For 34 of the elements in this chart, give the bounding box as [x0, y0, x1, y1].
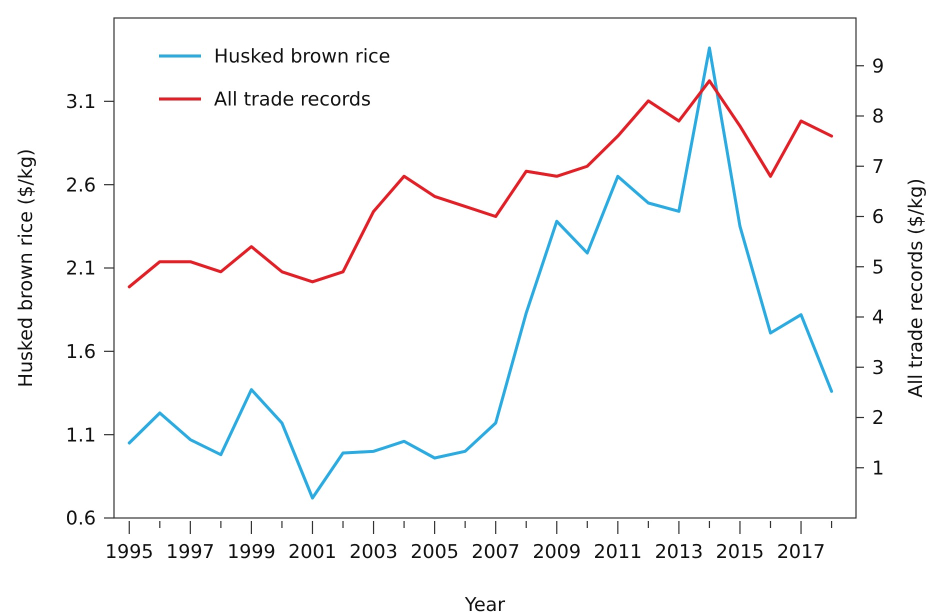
x-tick-label: 2011: [594, 541, 642, 563]
x-tick-label: 2017: [776, 541, 826, 563]
y2-tick-label: 3: [872, 356, 884, 379]
y-tick-label: 3.1: [66, 90, 96, 113]
x-tick-label: 2001: [288, 541, 337, 563]
y-tick-label: 0.6: [66, 508, 96, 530]
y2-axis-title: All trade records ($/kg): [905, 178, 927, 398]
line-series: [128, 46, 834, 500]
x-tick-label: 2003: [349, 541, 398, 563]
x-tick-label: 2005: [410, 541, 459, 563]
y-tick-label: 1.6: [66, 340, 96, 363]
y2-tick-label: 7: [872, 156, 884, 178]
x-tick-label: 1997: [166, 541, 215, 563]
x-tick-label: 2013: [654, 541, 704, 563]
x-tick-label: 1995: [105, 541, 154, 563]
line-series: [128, 79, 834, 288]
y-tick-label: 2.1: [66, 258, 96, 280]
x-axis-title: Year: [464, 594, 506, 615]
y2-tick-label: 1: [872, 457, 884, 480]
y2-tick-label: 9: [872, 55, 884, 78]
x-tick-label: 1999: [227, 541, 276, 563]
y-axis-title: Husked brown rice ($/kg): [15, 148, 37, 388]
y2-tick-label: 6: [872, 206, 884, 228]
y2-tick-label: 4: [872, 306, 884, 329]
legend-label: All trade records: [214, 88, 371, 111]
x-tick-label: 2009: [532, 541, 581, 563]
y2-tick-label: 2: [872, 407, 884, 430]
x-tick-label: 2015: [716, 541, 764, 563]
y2-tick-label: 5: [872, 256, 884, 278]
legend-label: Husked brown rice: [214, 46, 390, 68]
x-tick-label: 2007: [472, 541, 520, 563]
y2-tick-label: 8: [872, 106, 884, 128]
y-tick-label: 2.6: [66, 174, 96, 196]
y-tick-label: 1.1: [66, 424, 96, 446]
